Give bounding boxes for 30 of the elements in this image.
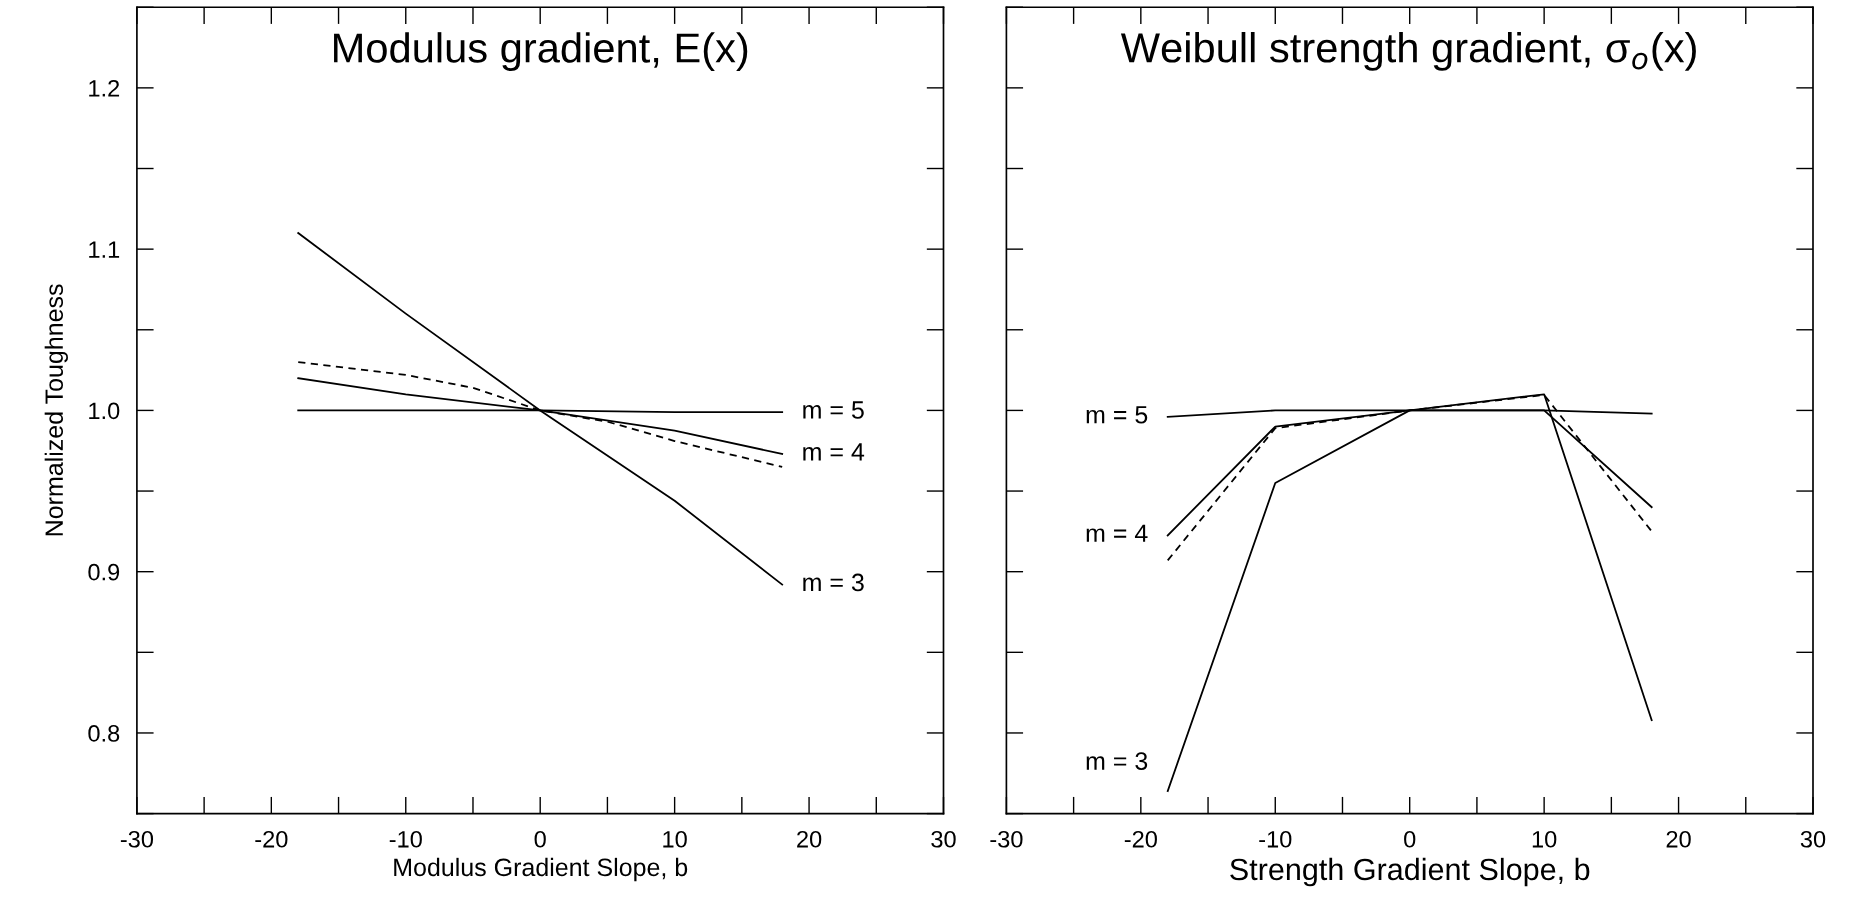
y-tick-label: 0.8: [88, 725, 120, 742]
y-tick-label: 1.1: [89, 241, 120, 258]
x-tick-label: 20: [1666, 830, 1691, 848]
series-label: m = 3: [803, 573, 864, 592]
x-tick-label: -30: [990, 830, 1023, 848]
x-tick-label: -10: [1259, 830, 1292, 848]
x-tick-label: -20: [255, 830, 288, 848]
x-tick-label: 10: [663, 830, 687, 848]
y-tick-label: 1.2: [89, 79, 120, 97]
y-tick-label: 1.0: [89, 402, 120, 420]
x-tick-label: 30: [931, 830, 956, 848]
y-axis-title: Normalized Toughness: [44, 284, 68, 536]
series-label: m = 4: [803, 443, 865, 461]
x-tick-label: 0: [534, 830, 546, 848]
x-tick-label: -20: [1124, 830, 1157, 848]
series-label: m = 5: [803, 401, 864, 419]
series-label: m = 5: [1086, 406, 1148, 424]
series-label: m = 4: [1086, 524, 1148, 542]
x-tick-label: 0: [1404, 830, 1416, 848]
series-label: m = 3: [1086, 752, 1148, 770]
text: Modulus gradient, E(x): [334, 32, 748, 71]
x-tick-label: 10: [1532, 830, 1557, 848]
y-tick-label: 0.9: [88, 563, 120, 581]
x-axis-title: Strength Gradient Slope, b: [1230, 857, 1590, 887]
x-tick-label: -10: [389, 830, 422, 848]
x-tick-label: -30: [120, 830, 154, 848]
x-tick-label: 30: [1800, 830, 1826, 848]
x-axis-title: Modulus Gradient Slope, b: [394, 857, 688, 882]
x-tick-label: 20: [797, 830, 822, 848]
text: Weibull strength gradient, σ$_{o}$(x): [1120, 32, 1696, 71]
